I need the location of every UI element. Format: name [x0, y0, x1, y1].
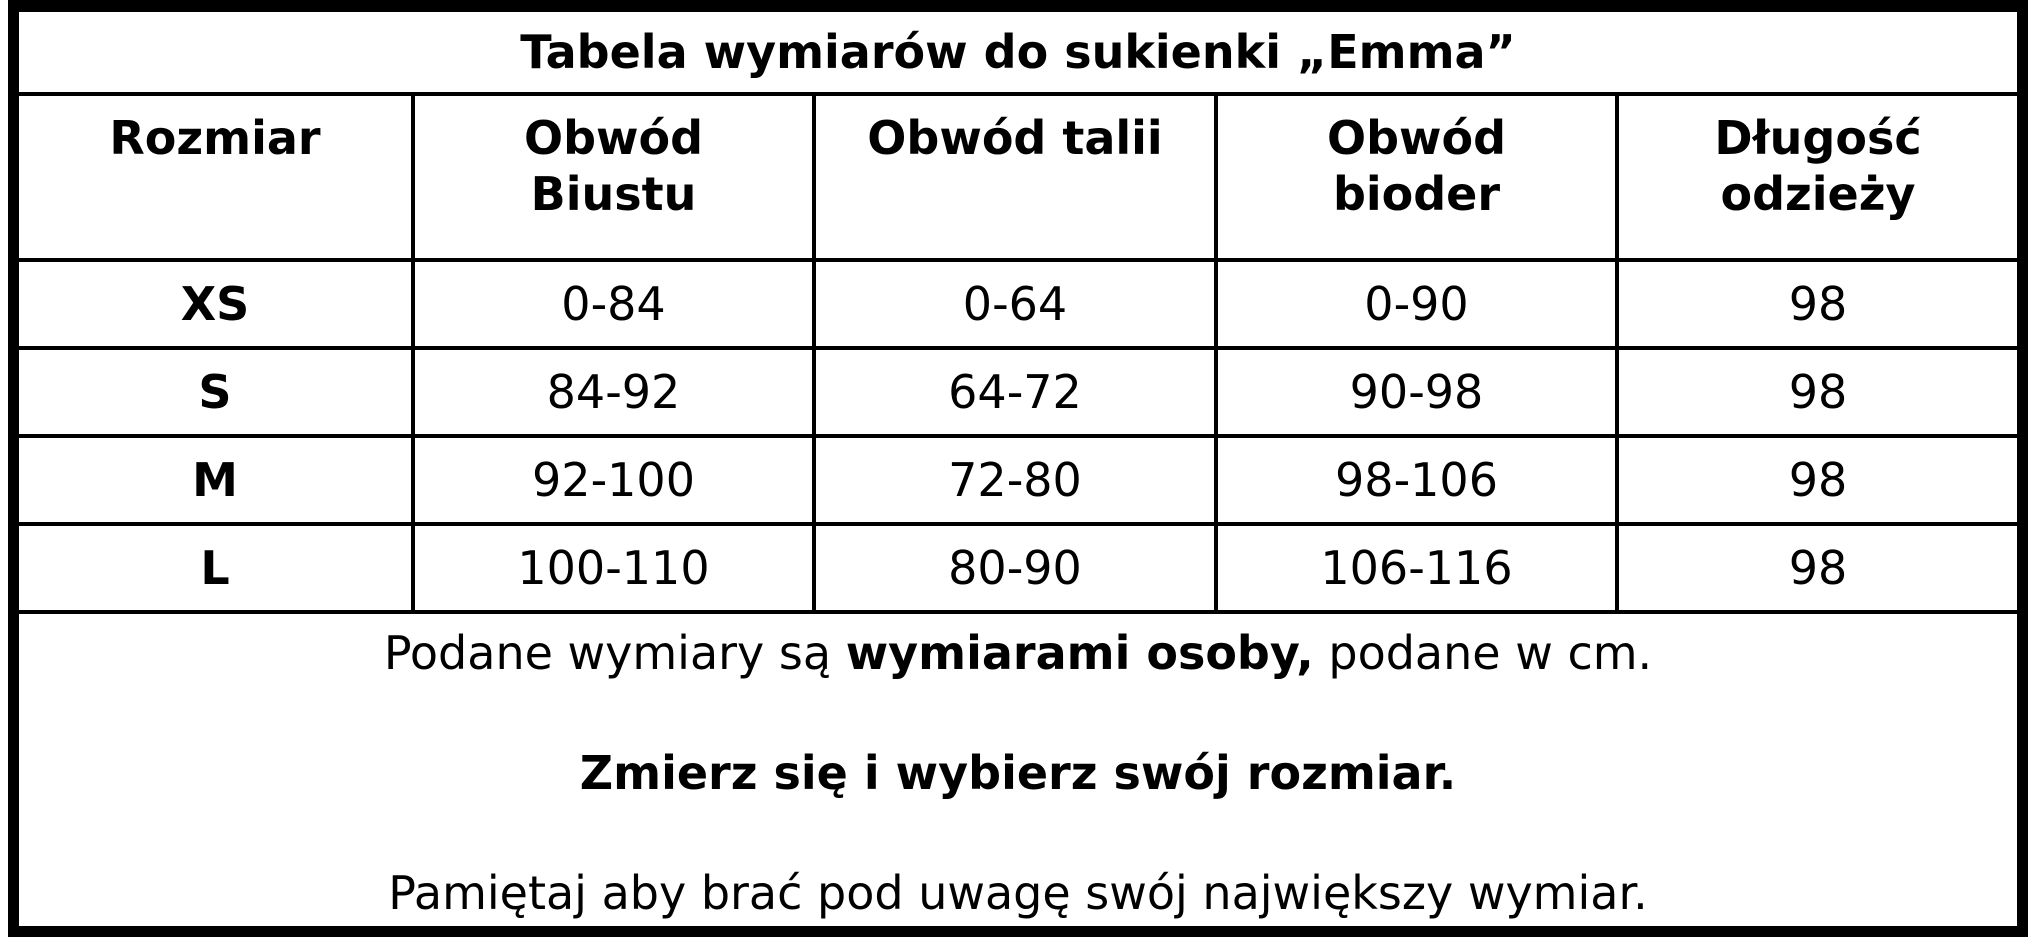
- note-emphasis: wymiarami osoby,: [845, 626, 1314, 680]
- table-row: L 100-110 80-90 106-116 98: [19, 522, 2017, 614]
- table-cell: 92-100: [411, 434, 816, 526]
- table-cell: 72-80: [812, 434, 1218, 526]
- column-header: Obwód talii: [812, 92, 1218, 262]
- table-row: S 84-92 64-72 90-98 98: [19, 346, 2017, 438]
- table-row: M 92-100 72-80 98-106 98: [19, 434, 2017, 526]
- table-cell: 106-116: [1214, 522, 1619, 614]
- table-cell: 90-98: [1214, 346, 1619, 438]
- column-header: Długość odzieży: [1615, 92, 2017, 262]
- table-cell: 100-110: [411, 522, 816, 614]
- table-cell: 84-92: [411, 346, 816, 438]
- table-cell: 98-106: [1214, 434, 1619, 526]
- table-cell: 0-64: [812, 258, 1218, 350]
- column-header: Obwód Biustu: [411, 92, 816, 262]
- table-row: XS 0-84 0-64 0-90 98: [19, 258, 2017, 350]
- note-text: podane w cm.: [1313, 626, 1653, 680]
- column-header-text: Rozmiar: [109, 111, 321, 165]
- column-header-text: Obwód talii: [867, 111, 1163, 165]
- column-header-text: Biustu: [530, 167, 697, 221]
- table-title: Tabela wymiarów do sukienki „Emma”: [19, 12, 2017, 96]
- column-header: Obwód bioder: [1214, 92, 1619, 262]
- column-header-text: Długość: [1714, 111, 1922, 165]
- column-header-text: Obwód: [523, 111, 704, 165]
- size-label: M: [19, 434, 415, 526]
- size-label: L: [19, 522, 415, 614]
- table-cell: 0-90: [1214, 258, 1619, 350]
- table-cell: 98: [1615, 346, 2017, 438]
- table-cell: 98: [1615, 434, 2017, 526]
- size-chart: Tabela wymiarów do sukienki „Emma” Rozmi…: [8, 0, 2028, 937]
- column-header-text: odzieży: [1720, 167, 1916, 221]
- table-cell: 64-72: [812, 346, 1218, 438]
- table-cell: 98: [1615, 258, 2017, 350]
- size-table: Tabela wymiarów do sukienki „Emma” Rozmi…: [19, 12, 2017, 614]
- table-cell: 0-84: [411, 258, 816, 350]
- note-largest: Pamiętaj aby brać pod uwagę swój najwięk…: [388, 866, 1648, 920]
- table-cell: 80-90: [812, 522, 1218, 614]
- column-header-text: Obwód: [1326, 111, 1507, 165]
- table-cell: 98: [1615, 522, 2017, 614]
- size-label: XS: [19, 258, 415, 350]
- column-header: Rozmiar: [19, 92, 415, 262]
- note-text: Podane wymiary są: [383, 626, 846, 680]
- column-header-text: bioder: [1332, 167, 1501, 221]
- size-label: S: [19, 346, 415, 438]
- note-measure: Zmierz się i wybierz swój rozmiar.: [579, 746, 1457, 800]
- note-units: Podane wymiary są wymiarami osoby, podan…: [19, 626, 2017, 680]
